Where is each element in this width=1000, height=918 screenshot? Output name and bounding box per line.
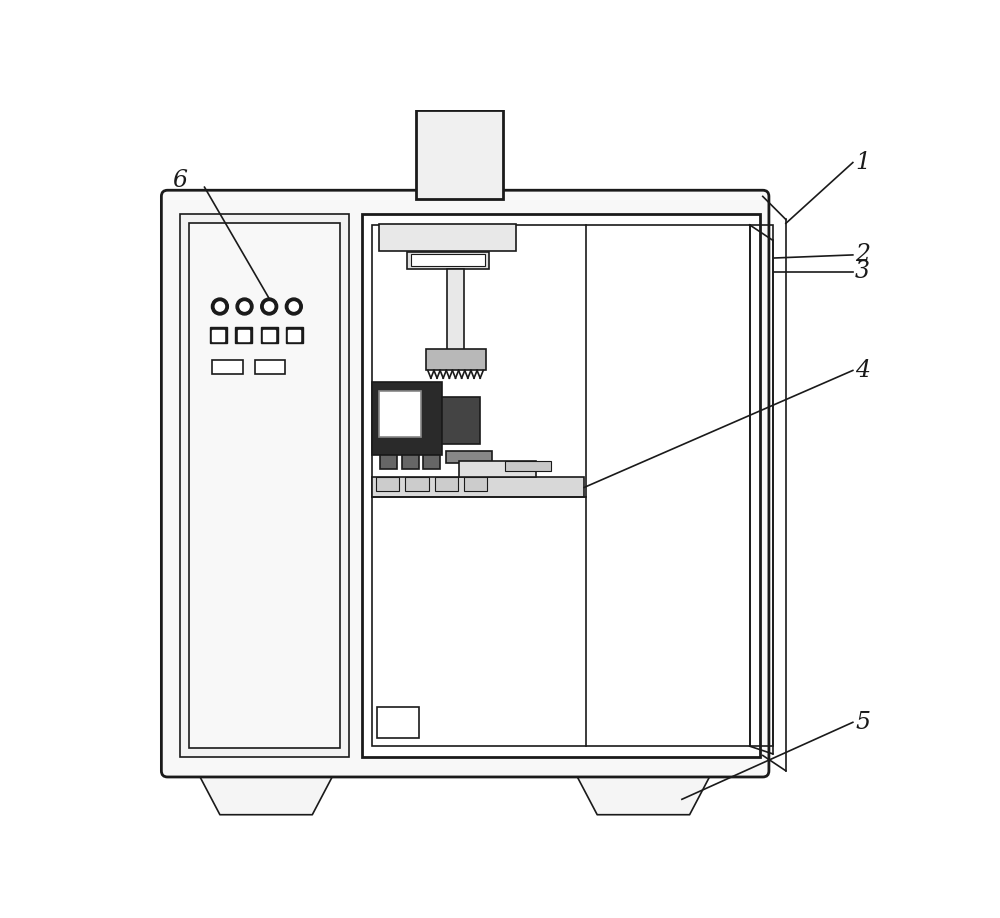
Bar [255, 361, 285, 375]
Circle shape [265, 302, 274, 311]
Bar [212, 330, 224, 341]
Bar [750, 225, 773, 746]
Circle shape [261, 298, 278, 315]
Circle shape [236, 298, 253, 315]
Bar [442, 397, 480, 443]
Text: 1: 1 [855, 151, 870, 174]
Polygon shape [197, 771, 335, 814]
Text: 6: 6 [172, 170, 187, 193]
Bar [210, 327, 227, 343]
Bar [238, 330, 249, 341]
Circle shape [211, 298, 228, 315]
Bar [435, 477, 458, 491]
Bar [212, 361, 243, 375]
Bar [288, 330, 300, 341]
Bar [405, 477, 429, 491]
Bar [372, 382, 442, 455]
Text: 3: 3 [855, 261, 870, 284]
Bar [407, 252, 489, 269]
Bar [423, 455, 440, 469]
Circle shape [285, 298, 302, 315]
Bar [446, 452, 492, 463]
Bar [180, 214, 349, 757]
Bar [372, 225, 750, 746]
Polygon shape [574, 771, 713, 814]
Bar [402, 455, 419, 469]
Bar [459, 461, 536, 477]
Bar [379, 224, 516, 251]
Bar [286, 327, 303, 343]
Bar [411, 254, 485, 266]
Bar [464, 477, 487, 491]
Circle shape [215, 302, 225, 311]
Bar [380, 455, 397, 469]
Bar [376, 477, 399, 491]
Bar [377, 707, 419, 738]
Bar [235, 327, 252, 343]
FancyBboxPatch shape [161, 190, 769, 777]
Bar [379, 391, 421, 437]
Bar [416, 110, 503, 198]
Bar [426, 349, 486, 371]
Text: 4: 4 [855, 359, 870, 382]
Bar [189, 223, 340, 748]
Text: 5: 5 [855, 711, 870, 733]
Bar [505, 461, 551, 471]
Circle shape [289, 302, 298, 311]
Bar [372, 477, 584, 497]
Circle shape [240, 302, 249, 311]
Bar [261, 327, 278, 343]
Text: 2: 2 [855, 243, 870, 266]
Bar [362, 214, 760, 757]
Bar [447, 269, 464, 364]
Bar [263, 330, 275, 341]
Bar [465, 463, 488, 471]
